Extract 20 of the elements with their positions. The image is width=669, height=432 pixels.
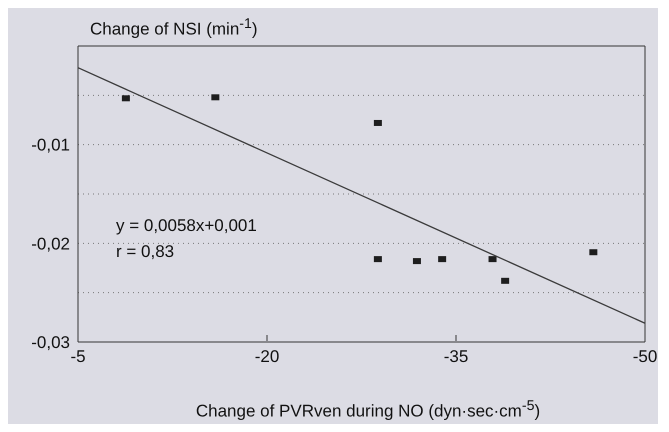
x-tick-label: -5 xyxy=(70,347,86,366)
annotation: r = 0,83 xyxy=(116,242,174,262)
x-axis-title: Change of PVRven during NO (dyn·sec·cm$^{-5}$) xyxy=(194,398,542,422)
point xyxy=(501,278,510,284)
point xyxy=(412,258,421,264)
point xyxy=(488,256,497,262)
point xyxy=(374,256,382,262)
x-tick-label: -35 xyxy=(444,347,468,366)
point xyxy=(374,120,382,126)
x-tick-label: -20 xyxy=(254,347,280,366)
point xyxy=(438,256,446,262)
x-tick-label: -50 xyxy=(632,347,658,366)
point xyxy=(211,94,220,100)
annotation: y = 0,0058x+0,001 xyxy=(116,216,257,236)
y-tick-label: -0,03 xyxy=(31,333,70,352)
point xyxy=(589,249,598,256)
y-axis-title: Change of NSI (min$^{-1}$) xyxy=(90,16,258,40)
y-tick-label: -0,02 xyxy=(31,234,70,254)
y-tick-label: -0,01 xyxy=(31,136,70,155)
point xyxy=(122,95,130,102)
